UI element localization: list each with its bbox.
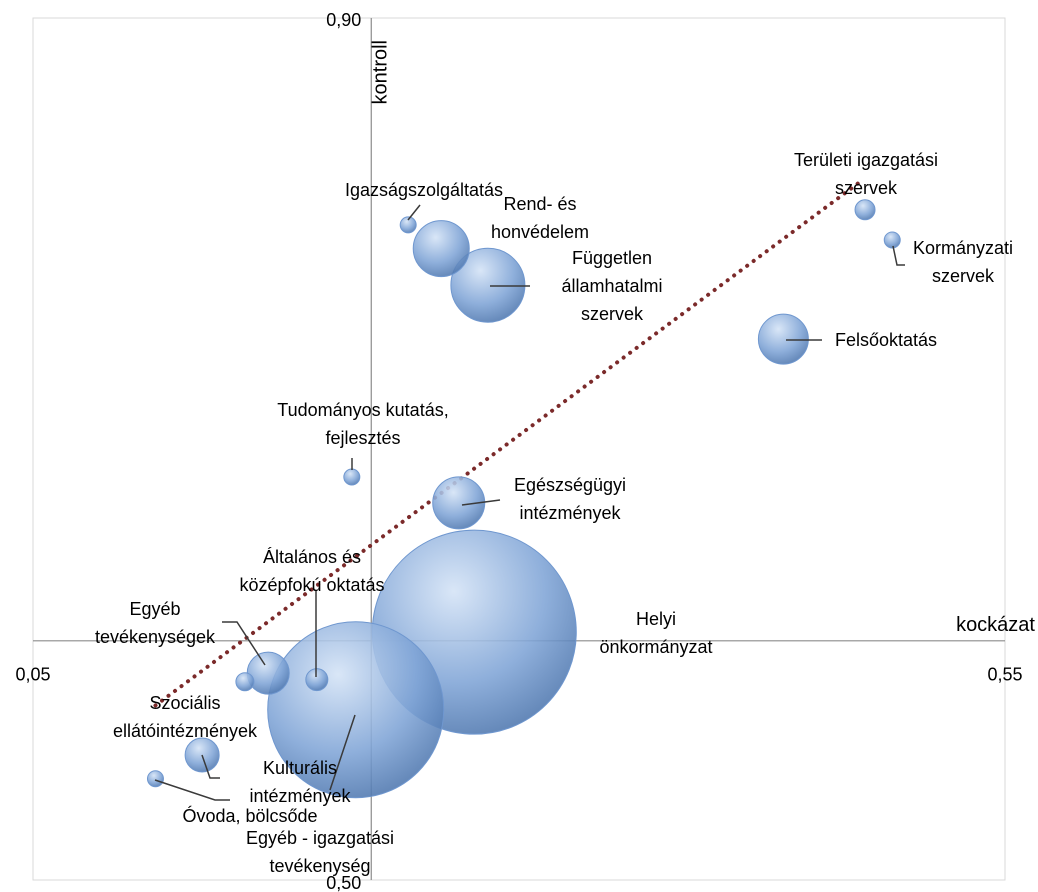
bubble-label: Egyéb tevékenységek: [94, 599, 216, 647]
x-axis-label: kockázat: [956, 614, 1035, 636]
bubble: [757, 313, 809, 365]
bubble-label: Kormányzati szervek: [912, 238, 1014, 286]
bubble-label: Kulturális intézmények: [249, 758, 351, 806]
leader-line: [892, 245, 905, 266]
bubble-label: Egészségügyi intézmények: [513, 475, 627, 523]
bubble-label: Rend- és honvédelem: [490, 194, 590, 242]
y-tick-label: 0,50: [326, 873, 361, 892]
bubble: [146, 770, 164, 788]
bubble-label: Igazságszolgáltatás: [344, 180, 504, 200]
x-tick-label: 0,55: [987, 665, 1022, 685]
trendline: [153, 177, 866, 708]
bubble-label: Területi igazgatási szervek: [793, 150, 939, 198]
bubble: [246, 651, 290, 695]
y-tick-label: 0,90: [326, 10, 361, 30]
bubble: [450, 247, 526, 323]
bubble-label: Helyi önkormányzat: [599, 609, 713, 657]
bubble: [399, 216, 417, 234]
x-tick-label: 0,05: [15, 665, 50, 685]
leader-line: [407, 204, 421, 221]
leader-line: [461, 499, 501, 506]
leader-line: [329, 714, 356, 791]
leader-line: [201, 754, 220, 779]
bubble-label: Tudományos kutatás, fejlesztés: [277, 400, 449, 448]
bubble-label: Szociális ellátóintézmények: [112, 693, 258, 741]
leader-line: [222, 621, 266, 666]
bubble-label: Óvoda, bölcsőde: [182, 806, 318, 826]
y-axis-label: kontroll: [370, 40, 392, 104]
bubble: [854, 199, 876, 221]
bubble: [267, 621, 445, 799]
bubble: [343, 468, 361, 486]
plot-border: [32, 17, 1006, 881]
bubble-label: Általános és középfokú oktatás: [239, 547, 385, 595]
bubble-label: Felsőoktatás: [834, 330, 938, 350]
leader-line: [154, 779, 230, 801]
bubble-label: Független államhatalmi szervek: [561, 248, 663, 324]
bubble: [432, 476, 486, 530]
bubble-label: Egyéb - igazgatási tevékenység: [245, 828, 395, 876]
bubble: [305, 668, 329, 692]
bubble: [235, 672, 255, 692]
bubble: [412, 220, 470, 278]
bubble: [883, 231, 901, 249]
